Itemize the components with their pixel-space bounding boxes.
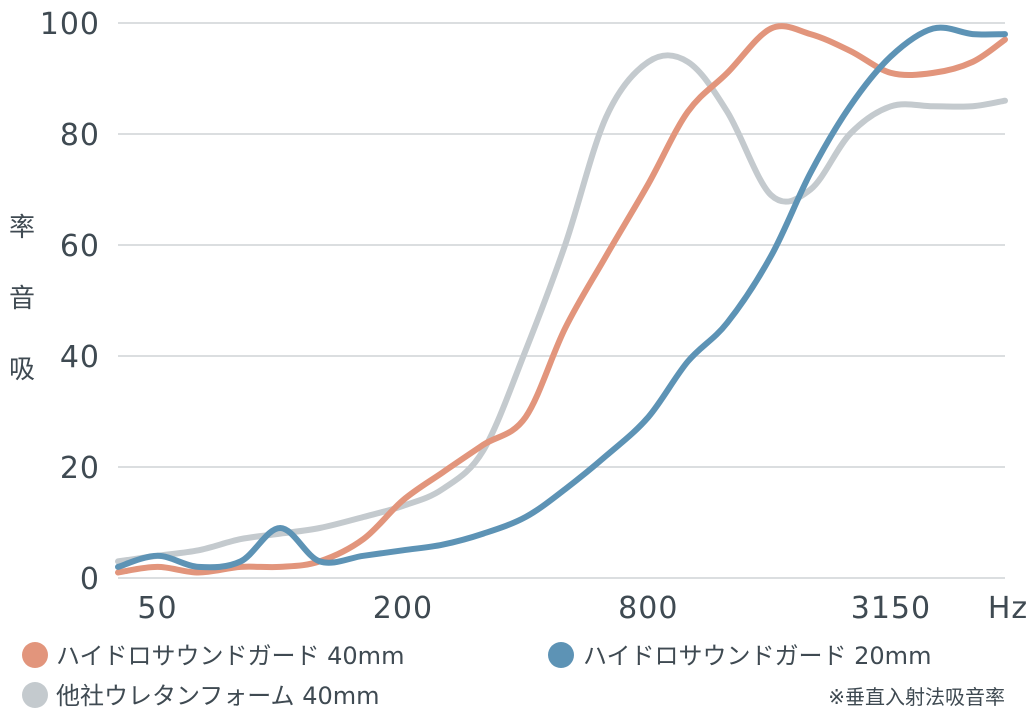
y-tick-label-60: 60 [60,229,100,264]
x-tick-label-800: 800 [618,591,678,626]
legend-marker-2 [22,682,48,708]
measurement-note: ※垂直入射法吸音率 [828,685,1005,709]
y-tick-label-20: 20 [60,451,100,486]
legend-marker-1 [548,642,574,668]
x-tick-label-200: 200 [373,591,433,626]
y-axis-ticks: 0 20 40 60 80 100 [40,7,100,597]
y-axis-label: 吸音率 [9,213,35,385]
x-tick-label-50: 50 [137,591,177,626]
x-axis-ticks: 50 200 800 3150 [137,591,931,626]
x-axis-unit: Hz [988,591,1028,626]
y-tick-label-40: 40 [60,340,100,375]
y-tick-label-80: 80 [60,118,100,153]
y-tick-label-100: 100 [40,7,100,42]
x-tick-label-3150: 3150 [851,591,931,626]
series-line-0 [115,23,1008,576]
series-line-1 [115,24,1008,571]
grid-lines [118,22,1005,579]
series-line-2 [115,52,1008,565]
legend: ハイドロサウンドガード 40mm ハイドロサウンドガード 20mm 他社ウレタンフォ… [22,642,931,710]
legend-label-0: ハイドロサウンドガード 40mm [56,642,404,670]
y-axis-label-text: 吸音率 [9,213,35,385]
series-lines [115,23,1008,576]
legend-marker-0 [22,642,48,668]
y-tick-label-0: 0 [80,562,100,597]
legend-label-1: ハイドロサウンドガード 20mm [583,642,931,670]
legend-label-2: 他社ウレタンフォーム 40mm [56,682,380,710]
